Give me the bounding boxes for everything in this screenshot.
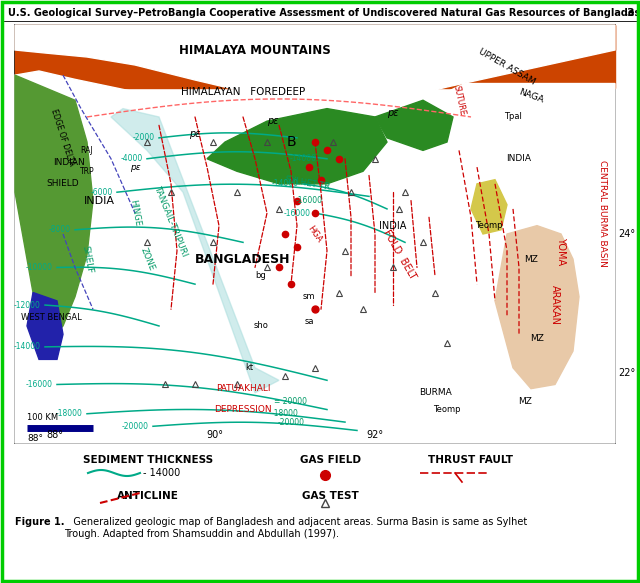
Text: MZ: MZ [524, 255, 538, 264]
Text: CENTRAL BURMA BASIN: CENTRAL BURMA BASIN [598, 160, 607, 266]
Text: PATUAKHALI: PATUAKHALI [216, 384, 270, 393]
Text: MZ: MZ [530, 334, 544, 343]
Text: -12000: -12000 [14, 301, 41, 310]
Text: bg: bg [255, 271, 266, 280]
Text: 22°: 22° [618, 368, 636, 378]
Text: -16000: -16000 [284, 209, 311, 217]
Text: WEST BENGAL: WEST BENGAL [20, 313, 81, 322]
Text: -18000: -18000 [56, 409, 83, 418]
Text: Teomp: Teomp [433, 405, 461, 414]
Text: FOLD  BELT: FOLD BELT [381, 229, 417, 282]
Polygon shape [15, 75, 93, 339]
Text: -6000: -6000 [91, 188, 113, 196]
Text: INDIA: INDIA [83, 195, 115, 206]
Polygon shape [111, 108, 279, 393]
Text: HGA: HGA [306, 224, 324, 244]
Text: Tpal: Tpal [504, 113, 522, 121]
Text: INDIAN: INDIAN [53, 159, 85, 167]
Text: sa: sa [304, 317, 314, 326]
Text: MZ: MZ [518, 396, 532, 406]
Text: B: B [286, 135, 296, 149]
Text: SUTURE: SUTURE [451, 85, 467, 116]
Polygon shape [15, 71, 615, 443]
Polygon shape [27, 293, 63, 359]
Text: -14000: -14000 [14, 342, 41, 352]
Text: THRUST FAULT: THRUST FAULT [428, 455, 513, 465]
Text: = 20000: = 20000 [275, 396, 307, 406]
Text: -14000: -14000 [272, 180, 299, 188]
Text: SHELF: SHELF [80, 244, 94, 274]
Text: BURMA: BURMA [419, 388, 451, 398]
Text: -8000: -8000 [49, 225, 71, 234]
Text: DEPRESSION: DEPRESSION [214, 405, 272, 414]
Text: NAGA: NAGA [517, 87, 545, 105]
Text: pε: pε [189, 129, 201, 139]
Text: 3: 3 [626, 8, 634, 18]
Polygon shape [15, 25, 615, 50]
Text: -18000: -18000 [271, 409, 298, 418]
Text: GAS FIELD: GAS FIELD [300, 455, 360, 465]
Text: U.S. Geological Survey–PetroBangla Cooperative Assessment of Undiscovered Natura: U.S. Geological Survey–PetroBangla Coope… [8, 8, 640, 18]
Text: kt: kt [245, 363, 253, 373]
Text: SHIELD: SHIELD [47, 180, 79, 188]
Text: YOMA: YOMA [556, 237, 566, 265]
Text: sho: sho [253, 321, 268, 331]
Text: SYLHET TR.: SYLHET TR. [285, 175, 333, 192]
Text: RAJ: RAJ [81, 146, 93, 155]
Text: HIMALAYA MOUNTAINS: HIMALAYA MOUNTAINS [179, 44, 331, 57]
Text: 24°: 24° [618, 229, 635, 239]
Text: -10000: -10000 [26, 263, 53, 272]
Text: pε: pε [130, 163, 140, 171]
Text: sm: sm [303, 292, 316, 301]
Text: ARAKAN: ARAKAN [550, 285, 560, 325]
Polygon shape [15, 25, 615, 105]
Text: BANGLADESH: BANGLADESH [195, 252, 291, 266]
Text: ANTICLINE: ANTICLINE [117, 491, 179, 501]
Text: -16000: -16000 [296, 196, 323, 205]
Polygon shape [207, 108, 387, 184]
Text: 100 KM: 100 KM [27, 413, 58, 422]
Text: -4000: -4000 [121, 154, 143, 163]
Text: SEDIMENT THICKNESS: SEDIMENT THICKNESS [83, 455, 213, 465]
Text: Teomp: Teomp [476, 221, 503, 230]
Text: TRP: TRP [80, 167, 94, 176]
Text: -20000: -20000 [278, 417, 305, 427]
Text: GAS TEST: GAS TEST [301, 491, 358, 501]
Text: 92°: 92° [367, 430, 383, 440]
Text: INDIA: INDIA [380, 220, 406, 231]
Text: -20000: -20000 [122, 422, 149, 431]
Text: EDGE OF DELTA: EDGE OF DELTA [49, 108, 76, 167]
Text: HINGE: HINGE [128, 199, 142, 227]
Text: INDIA: INDIA [506, 154, 531, 163]
Text: TANGAIL-TRIPURI: TANGAIL-TRIPURI [153, 185, 189, 258]
Polygon shape [375, 100, 453, 150]
Text: -14000: -14000 [289, 154, 317, 163]
Text: pε: pε [387, 108, 399, 118]
Text: -16000: -16000 [26, 380, 53, 389]
Polygon shape [495, 226, 579, 389]
Text: Figure 1.: Figure 1. [15, 517, 65, 527]
Text: 88°: 88° [47, 430, 64, 440]
Bar [15, 25, 615, 443]
Polygon shape [15, 25, 615, 87]
Text: 90°: 90° [206, 430, 223, 440]
Text: -2000: -2000 [133, 134, 155, 142]
Text: ZONE: ZONE [138, 246, 156, 272]
Text: HIMALAYAN   FOREDEEP: HIMALAYAN FOREDEEP [181, 87, 305, 97]
Text: - 14000: - 14000 [143, 468, 180, 478]
Text: UPPER ASSAM: UPPER ASSAM [477, 47, 537, 87]
Text: pε: pε [268, 116, 279, 126]
Polygon shape [471, 180, 507, 234]
Text: Generalized geologic map of Bangladesh and adjacent areas. Surma Basin is same a: Generalized geologic map of Bangladesh a… [64, 517, 527, 539]
Text: 88°: 88° [27, 434, 43, 443]
